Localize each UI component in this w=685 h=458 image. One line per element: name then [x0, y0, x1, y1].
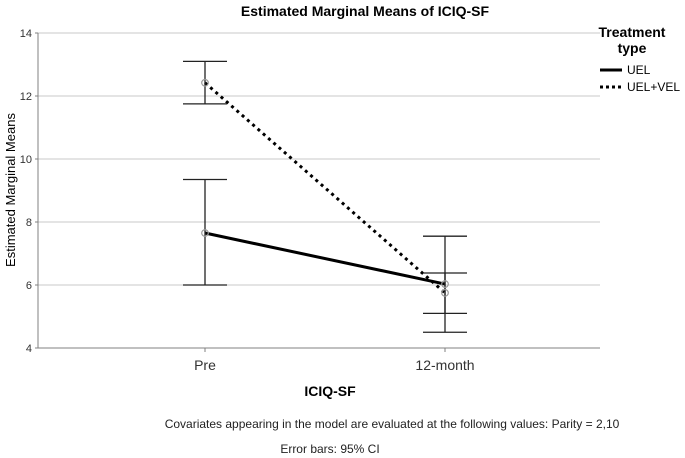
y-tick-label: 14 — [20, 28, 32, 40]
covariates-note: Covariates appearing in the model are ev… — [165, 417, 620, 431]
x-axis-title: ICIQ-SF — [304, 383, 356, 399]
legend-title-line-2: type — [618, 40, 647, 56]
legend-label: UEL — [627, 63, 651, 77]
error-bars — [183, 60, 467, 333]
y-tick-label: 10 — [20, 154, 32, 166]
error-bars-note: Error bars: 95% CI — [280, 442, 379, 456]
data-point — [441, 280, 449, 288]
data-point — [201, 229, 209, 237]
legend-title-line-1: Treatment — [599, 24, 666, 40]
chart-title: Estimated Marginal Means of ICIQ-SF — [241, 3, 490, 19]
y-axis-title: Estimated Marginal Means — [3, 113, 18, 267]
y-tick-label: 6 — [26, 280, 32, 292]
x-tick-label: 12-month — [415, 357, 474, 373]
y-tick-labels: 4 6 8 10 12 14 — [20, 28, 38, 355]
y-tick-label: 8 — [26, 217, 32, 229]
series-line-uel-vel — [204, 81, 446, 295]
data-point — [441, 288, 449, 297]
x-tick-label: Pre — [194, 357, 216, 373]
series-lines — [204, 81, 446, 295]
x-tick-labels: Pre 12-month — [194, 348, 475, 373]
y-tick-label: 4 — [26, 343, 32, 355]
legend-items: UEL UEL+VEL — [600, 63, 680, 94]
legend: Treatment type UEL UEL+VEL — [599, 24, 681, 94]
y-tick-label: 12 — [20, 91, 32, 103]
gridlines — [38, 32, 600, 286]
data-markers — [201, 78, 449, 297]
data-point — [201, 78, 209, 87]
legend-label: UEL+VEL — [627, 80, 680, 94]
series-line-uel — [204, 231, 446, 286]
